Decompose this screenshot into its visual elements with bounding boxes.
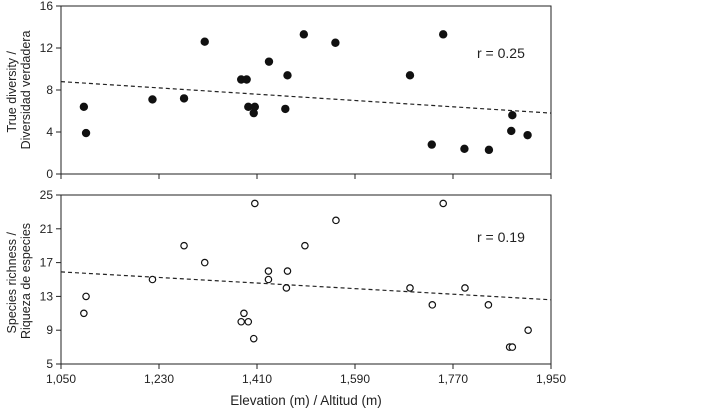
data-point (508, 343, 517, 351)
panel-species-richness: 5 9 13 17 21 25 1,050 1,230 1,410 1,590 1,770 1,95… (5, 188, 566, 386)
trend-line (60, 81, 552, 114)
y-axis-title-line-2: Diversidad verdadera (19, 31, 33, 150)
data-point (200, 37, 209, 46)
data-point (264, 267, 273, 275)
y-ticks: 0 4 8 12 16 (40, 0, 61, 181)
x-tick-label: 1,050 (46, 372, 76, 386)
data-point (460, 144, 469, 153)
y-axis-title-line-2: Riqueza de especies (19, 223, 33, 339)
data-point (148, 275, 157, 284)
correlation-label: r = 0.19 (477, 229, 525, 245)
correlation-label: r = 0.25 (477, 45, 525, 61)
x-tick-label: 1,230 (144, 372, 174, 386)
data-point (264, 57, 274, 66)
data-point (80, 309, 88, 318)
y-axis-title-line-1: True diversity / (5, 50, 19, 132)
data-point (332, 216, 340, 225)
data-point (237, 317, 246, 326)
data-point (81, 128, 91, 138)
data-point (283, 71, 292, 80)
x-tick-label: 1,770 (438, 372, 468, 386)
data-point (406, 284, 414, 292)
data-point (282, 284, 291, 292)
y-axis-title: True diversity / Diversidad verdadera (5, 31, 33, 150)
data-point (244, 317, 253, 326)
x-tick-label: 1,410 (242, 372, 272, 386)
data-point (179, 94, 189, 103)
panel-true-diversity: 0 4 8 12 16 r = 0.25 True diversity / Divers… (5, 0, 552, 181)
data-point (301, 241, 309, 250)
data-point (428, 301, 437, 309)
data-point (242, 75, 251, 84)
data-point (249, 334, 258, 343)
data-point (240, 309, 248, 318)
y-tick-label: 4 (46, 125, 53, 139)
data-point (200, 258, 209, 267)
x-ticks: 1,050 1,230 1,410 1,590 1,770 1,950 (46, 364, 566, 386)
x-ticks (60, 174, 552, 179)
data-point (508, 110, 517, 120)
y-tick-label: 9 (46, 323, 53, 337)
y-ticks: 5 9 13 17 21 25 (40, 188, 61, 371)
y-tick-label: 8 (46, 83, 53, 97)
data-point (523, 130, 532, 140)
y-tick-label: 21 (40, 222, 54, 236)
y-tick-label: 13 (40, 289, 54, 303)
data-point (439, 199, 448, 208)
plot-frame (60, 194, 552, 365)
data-point (79, 102, 89, 112)
data-point (82, 292, 90, 301)
data-point (439, 30, 448, 39)
data-point (484, 301, 493, 309)
data-points (79, 30, 532, 155)
data-point (461, 284, 469, 292)
y-tick-label: 5 (46, 357, 53, 371)
data-point (299, 30, 309, 39)
data-point (281, 104, 290, 114)
trend-line (60, 271, 552, 301)
y-tick-label: 0 (46, 167, 53, 181)
data-point (524, 326, 532, 335)
data-point (264, 275, 273, 284)
data-point (251, 199, 259, 208)
data-point (507, 126, 516, 136)
data-point (331, 38, 340, 47)
y-tick-label: 17 (40, 256, 54, 270)
data-points (80, 199, 532, 351)
data-point (148, 95, 157, 104)
y-tick-label: 25 (40, 188, 54, 202)
x-tick-label: 1,950 (536, 372, 566, 386)
data-point (484, 145, 494, 155)
data-point (405, 71, 415, 80)
x-axis-title: Elevation (m) / Altitud (m) (230, 393, 382, 408)
x-tick-label: 1,590 (340, 372, 370, 386)
data-point (427, 140, 436, 149)
y-tick-label: 12 (40, 41, 54, 55)
data-point (180, 241, 188, 250)
y-axis-title-line-1: Species richness / (5, 231, 19, 333)
y-axis-title: Species richness / Riqueza de especies (5, 223, 33, 339)
data-point (283, 267, 292, 275)
data-point (250, 102, 260, 112)
y-tick-label: 16 (40, 0, 54, 13)
